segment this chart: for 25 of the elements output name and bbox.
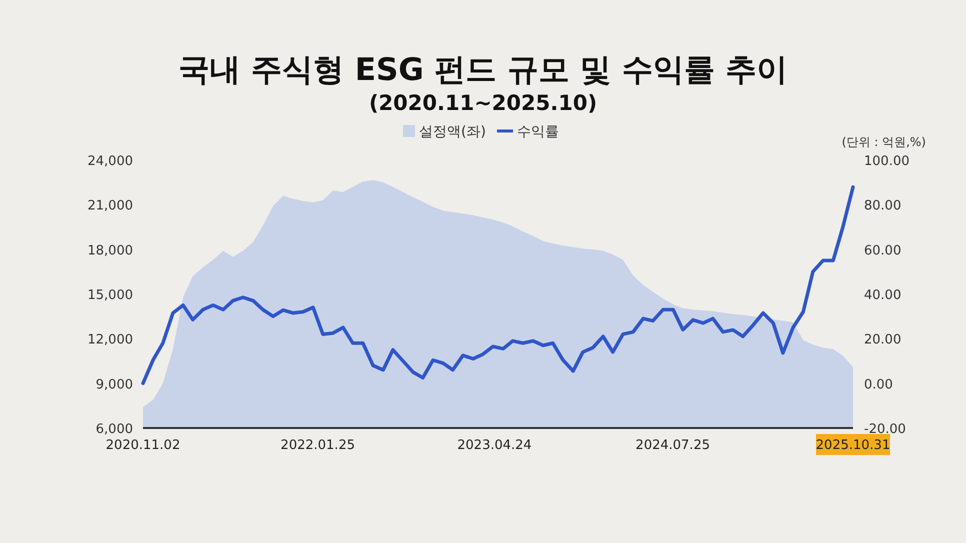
y-tick-label: 12,000 xyxy=(88,332,133,348)
y2-tick-label: 60.00 xyxy=(864,243,902,258)
y-tick-label: 9,000 xyxy=(96,377,133,392)
chart-subtitle: (2020.11~2025.10) xyxy=(368,91,598,115)
x-tick-label: 2022.01.25 xyxy=(280,438,355,453)
legend-label: 수익률 xyxy=(517,124,559,140)
x-tick-label: 2023.04.24 xyxy=(457,438,532,453)
y2-tick-label: 40.00 xyxy=(864,288,902,303)
y-tick-label: 15,000 xyxy=(88,288,133,303)
legend-label: 설정액(좌) xyxy=(419,124,486,140)
y-tick-label: 6,000 xyxy=(96,422,133,437)
y-tick-label: 24,000 xyxy=(88,154,133,169)
x-tick-label: 2025.10.31 xyxy=(816,438,890,453)
y2-tick-label: 20.00 xyxy=(864,332,902,348)
line-series xyxy=(141,185,855,386)
text: (단위 : 억원,%) xyxy=(842,135,926,149)
y2-tick-label: -20.00 xyxy=(864,422,906,437)
y-tick-label: 18,000 xyxy=(88,243,133,258)
x-tick-label: 2020.11.02 xyxy=(106,438,180,453)
chart-title: 국내 주식형 ESG 펀드 규모 및 수익률 추이 xyxy=(178,52,788,88)
y-tick-label: 21,000 xyxy=(88,198,133,214)
y2-tick-label: 100.00 xyxy=(864,154,910,169)
x-tick-label: 2024.07.25 xyxy=(636,438,710,453)
y2-tick-label: 80.00 xyxy=(864,198,902,214)
y2-tick-label: 0.00 xyxy=(864,377,893,392)
